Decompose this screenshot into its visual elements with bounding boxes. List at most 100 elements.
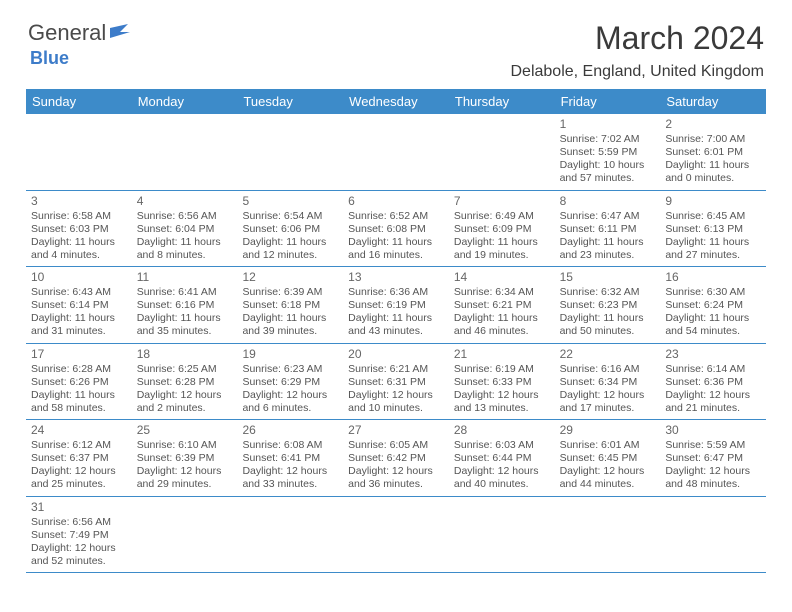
day-detail: Sunset: 6:47 PM (665, 452, 761, 465)
day-cell: 9Sunrise: 6:45 AMSunset: 6:13 PMDaylight… (660, 191, 766, 267)
day-cell: 15Sunrise: 6:32 AMSunset: 6:23 PMDayligh… (555, 267, 661, 343)
day-detail: Daylight: 11 hours (242, 312, 338, 325)
day-number: 19 (242, 347, 338, 362)
day-cell: 1Sunrise: 7:02 AMSunset: 5:59 PMDaylight… (555, 114, 661, 190)
week-row: 3Sunrise: 6:58 AMSunset: 6:03 PMDaylight… (26, 191, 766, 268)
day-detail: Sunrise: 6:05 AM (348, 439, 444, 452)
day-detail: Daylight: 11 hours (348, 236, 444, 249)
day-detail: Daylight: 11 hours (665, 312, 761, 325)
day-detail: and 13 minutes. (454, 402, 550, 415)
day-detail: Sunrise: 6:01 AM (560, 439, 656, 452)
day-detail: Daylight: 12 hours (31, 542, 127, 555)
day-detail: Sunset: 6:19 PM (348, 299, 444, 312)
day-detail: Sunset: 6:11 PM (560, 223, 656, 236)
day-detail: Daylight: 12 hours (242, 389, 338, 402)
day-number: 29 (560, 423, 656, 438)
day-cell: 10Sunrise: 6:43 AMSunset: 6:14 PMDayligh… (26, 267, 132, 343)
day-detail: Daylight: 11 hours (560, 312, 656, 325)
day-cell: 17Sunrise: 6:28 AMSunset: 6:26 PMDayligh… (26, 344, 132, 420)
week-row: 17Sunrise: 6:28 AMSunset: 6:26 PM Dayligh… (26, 344, 766, 421)
day-detail: and 8 minutes. (137, 249, 233, 262)
day-detail: Sunset: 6:26 PM (31, 376, 127, 389)
day-number: 23 (665, 347, 761, 362)
day-number: 2 (665, 117, 761, 132)
day-number: 24 (31, 423, 127, 438)
day-header-cell: Sunday (26, 89, 132, 114)
week-row: 24Sunrise: 6:12 AMSunset: 6:37 PMDayligh… (26, 420, 766, 497)
day-detail: Sunrise: 6:54 AM (242, 210, 338, 223)
day-detail: Sunset: 6:13 PM (665, 223, 761, 236)
day-detail: Daylight: 11 hours (665, 236, 761, 249)
week-row: 31Sunrise: 6:56 AMSunset: 7:49 PMDayligh… (26, 497, 766, 574)
day-detail: Sunrise: 6:28 AM (31, 363, 127, 376)
day-cell: 11Sunrise: 6:41 AMSunset: 6:16 PMDayligh… (132, 267, 238, 343)
day-number: 21 (454, 347, 550, 362)
day-detail: and 2 minutes. (137, 402, 233, 415)
day-number: 17 (31, 347, 127, 362)
day-detail: and 16 minutes. (348, 249, 444, 262)
day-header-row: SundayMondayTuesdayWednesdayThursdayFrid… (26, 89, 766, 114)
day-detail: Sunrise: 5:59 AM (665, 439, 761, 452)
day-cell: 6Sunrise: 6:52 AMSunset: 6:08 PMDaylight… (343, 191, 449, 267)
day-detail: Daylight: 11 hours (454, 312, 550, 325)
day-detail: Sunset: 6:24 PM (665, 299, 761, 312)
day-detail: Sunset: 6:29 PM (242, 376, 338, 389)
day-detail: Sunrise: 6:16 AM (560, 363, 656, 376)
day-detail: and 31 minutes. (31, 325, 127, 338)
empty-cell (237, 497, 343, 573)
day-detail: and 33 minutes. (242, 478, 338, 491)
day-detail: Daylight: 12 hours (560, 389, 656, 402)
day-cell: 13Sunrise: 6:36 AMSunset: 6:19 PMDayligh… (343, 267, 449, 343)
day-detail: and 46 minutes. (454, 325, 550, 338)
day-detail: Sunset: 6:28 PM (137, 376, 233, 389)
day-number: 10 (31, 270, 127, 285)
day-detail: and 25 minutes. (31, 478, 127, 491)
day-number: 1 (560, 117, 656, 132)
day-cell: 18Sunrise: 6:25 AMSunset: 6:28 PMDayligh… (132, 344, 238, 420)
day-detail: and 12 minutes. (242, 249, 338, 262)
day-header-cell: Thursday (449, 89, 555, 114)
day-detail: Sunset: 6:18 PM (242, 299, 338, 312)
day-number: 12 (242, 270, 338, 285)
day-detail: Sunrise: 6:30 AM (665, 286, 761, 299)
day-detail: Daylight: 12 hours (454, 389, 550, 402)
day-detail: Daylight: 12 hours (665, 389, 761, 402)
day-detail: and 0 minutes. (665, 172, 761, 185)
day-detail: Daylight: 11 hours (348, 312, 444, 325)
day-detail: and 17 minutes. (560, 402, 656, 415)
day-detail: Sunset: 6:34 PM (560, 376, 656, 389)
day-number: 3 (31, 194, 127, 209)
empty-cell (132, 497, 238, 573)
empty-cell (449, 114, 555, 190)
day-detail: and 44 minutes. (560, 478, 656, 491)
day-detail: Sunset: 6:14 PM (31, 299, 127, 312)
day-detail: Sunset: 6:23 PM (560, 299, 656, 312)
day-number: 25 (137, 423, 233, 438)
day-number: 7 (454, 194, 550, 209)
day-detail: Sunset: 5:59 PM (560, 146, 656, 159)
day-detail: Sunrise: 6:14 AM (665, 363, 761, 376)
day-detail: and 48 minutes. (665, 478, 761, 491)
day-header-cell: Monday (132, 89, 238, 114)
day-detail: and 50 minutes. (560, 325, 656, 338)
day-number: 15 (560, 270, 656, 285)
day-number: 27 (348, 423, 444, 438)
day-detail: Daylight: 12 hours (348, 389, 444, 402)
day-cell: 30Sunrise: 5:59 AMSunset: 6:47 PMDayligh… (660, 420, 766, 496)
day-cell: 29Sunrise: 6:01 AMSunset: 6:45 PMDayligh… (555, 420, 661, 496)
day-detail: Daylight: 11 hours (242, 236, 338, 249)
day-cell: 2Sunrise: 7:00 AMSunset: 6:01 PMDaylight… (660, 114, 766, 190)
day-header-cell: Saturday (660, 89, 766, 114)
day-detail: Sunset: 6:31 PM (348, 376, 444, 389)
day-detail: Daylight: 12 hours (137, 465, 233, 478)
day-detail: Daylight: 11 hours (137, 236, 233, 249)
day-detail: Daylight: 12 hours (31, 465, 127, 478)
day-number: 30 (665, 423, 761, 438)
day-cell: 3Sunrise: 6:58 AMSunset: 6:03 PMDaylight… (26, 191, 132, 267)
day-cell: 27Sunrise: 6:05 AMSunset: 6:42 PMDayligh… (343, 420, 449, 496)
day-detail: and 52 minutes. (31, 555, 127, 568)
day-detail: Sunrise: 6:39 AM (242, 286, 338, 299)
day-cell: 24Sunrise: 6:12 AMSunset: 6:37 PMDayligh… (26, 420, 132, 496)
day-detail: Daylight: 11 hours (665, 159, 761, 172)
day-detail: and 57 minutes. (560, 172, 656, 185)
